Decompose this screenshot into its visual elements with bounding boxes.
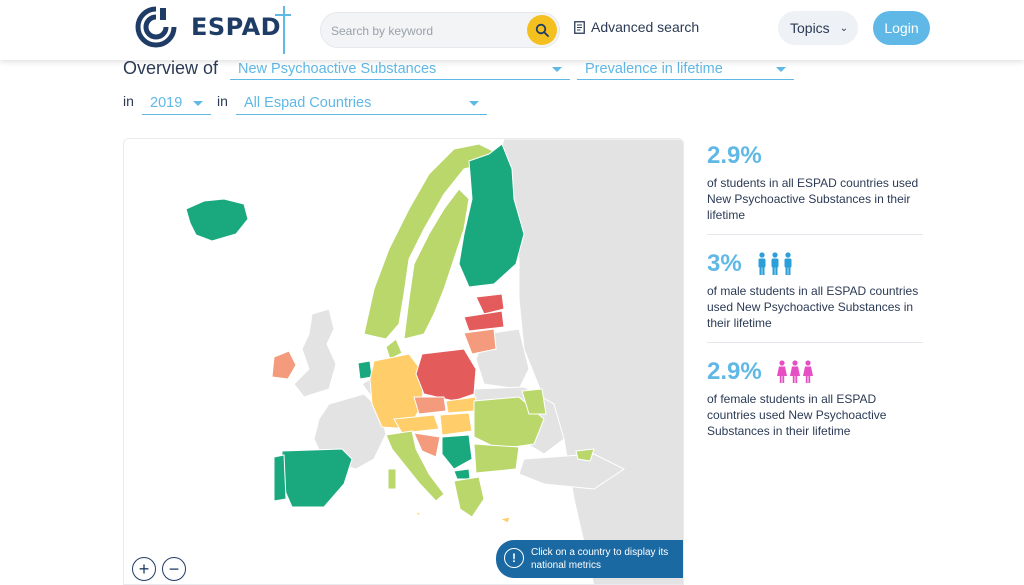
logo-text: ESPAD	[191, 13, 282, 41]
chevron-down-icon: ⌄	[839, 22, 849, 34]
country-latvia[interactable]	[463, 310, 505, 332]
search-input[interactable]	[331, 21, 521, 41]
map-hint-text: Click on a country to display its nation…	[531, 547, 669, 571]
substance-value: New Psychoactive Substances	[238, 60, 437, 77]
search-icon	[535, 23, 549, 37]
country-italy[interactable]	[385, 430, 445, 502]
country-italy-sardinia[interactable]	[387, 468, 397, 490]
stat-all-description: of students in all ESPAD countries used …	[707, 176, 919, 222]
countries-select[interactable]: All Espad Countries	[236, 92, 487, 115]
country-iceland[interactable]	[185, 198, 249, 242]
map-svg	[185, 139, 683, 584]
country-malta[interactable]	[415, 511, 421, 517]
female-group-icon	[776, 360, 814, 384]
country-sweden[interactable]	[403, 188, 470, 340]
country-greece[interactable]	[453, 476, 485, 518]
country-austria[interactable]	[393, 414, 440, 434]
login-button[interactable]: Login	[873, 11, 930, 45]
metric-select[interactable]: Prevalence in lifetime	[577, 58, 794, 80]
stat-male-description: of male students in all ESPAD countries …	[707, 284, 919, 330]
male-group-icon	[756, 252, 794, 276]
stat-male-students: 3% of male students in all ESPAD countri…	[707, 250, 923, 331]
caret-down-icon	[469, 101, 479, 106]
stat-all-value: 2.9%	[707, 142, 762, 169]
country-denmark[interactable]	[385, 338, 403, 360]
map-hint-banner: ! Click on a country to display its nati…	[496, 540, 683, 578]
country-romania[interactable]	[473, 396, 545, 450]
zoom-out-button[interactable]: −	[162, 557, 186, 581]
country-cyprus[interactable]	[498, 516, 511, 524]
countries-value: All Espad Countries	[244, 95, 372, 111]
stats-divider	[707, 234, 923, 235]
advanced-search-link[interactable]: Advanced search	[574, 19, 699, 35]
europe-map: + − ! Click on a country to display its …	[123, 138, 684, 585]
country-croatia[interactable]	[413, 432, 441, 458]
country-portugal[interactable]	[273, 454, 287, 502]
topics-label: Topics	[790, 20, 830, 36]
topics-menu-button[interactable]: Topics ⌄	[778, 11, 858, 45]
metric-value: Prevalence in lifetime	[585, 60, 723, 77]
logo-divider	[283, 6, 285, 54]
info-icon: !	[504, 548, 524, 568]
country-bulgaria[interactable]	[473, 443, 520, 474]
logo-cross	[275, 14, 291, 16]
stats-divider	[707, 342, 923, 343]
country-hungary[interactable]	[439, 412, 473, 436]
search-button[interactable]	[527, 15, 557, 45]
in-label-2: in	[217, 93, 228, 109]
stat-male-value: 3%	[707, 250, 742, 277]
caret-down-icon	[552, 66, 562, 72]
year-value: 2019	[150, 95, 183, 111]
country-netherlands[interactable]	[357, 360, 373, 380]
caret-down-icon	[193, 101, 203, 106]
in-label: in	[123, 93, 134, 109]
overview-label: Overview of	[123, 58, 219, 78]
country-serbia[interactable]	[441, 434, 473, 470]
country-ireland[interactable]	[271, 350, 297, 380]
country-georgia[interactable]	[575, 448, 595, 462]
country-poland[interactable]	[415, 348, 477, 402]
country-estonia[interactable]	[475, 293, 505, 315]
country-finland[interactable]	[458, 143, 525, 288]
stat-all-students: 2.9% of students in all ESPAD countries …	[707, 142, 923, 223]
country-moldova[interactable]	[521, 388, 547, 415]
year-select[interactable]: 2019	[142, 92, 211, 115]
country-spain[interactable]	[281, 448, 353, 508]
stat-female-value: 2.9%	[707, 358, 762, 385]
country-czechia[interactable]	[413, 396, 447, 415]
stat-female-description: of female students in all ESPAD countrie…	[707, 392, 887, 438]
document-icon	[574, 20, 585, 34]
stat-female-students: 2.9% of female students in all ESPAD cou…	[707, 358, 923, 439]
country-lithuania[interactable]	[463, 328, 497, 355]
espad-logo[interactable]: ESPAD	[135, 6, 291, 54]
substance-select[interactable]: New Psychoactive Substances	[230, 58, 570, 80]
search-box	[320, 12, 560, 48]
site-header: ESPAD Advanced search Topics ⌄ Login	[0, 0, 1024, 60]
logo-mark-icon	[135, 6, 177, 48]
advanced-search-label: Advanced search	[591, 19, 700, 35]
caret-down-icon	[776, 66, 786, 72]
country-montenegro[interactable]	[453, 468, 471, 480]
country-turkey[interactable]	[518, 453, 625, 490]
zoom-in-button[interactable]: +	[132, 557, 156, 581]
country-united-kingdom[interactable]	[293, 308, 337, 398]
